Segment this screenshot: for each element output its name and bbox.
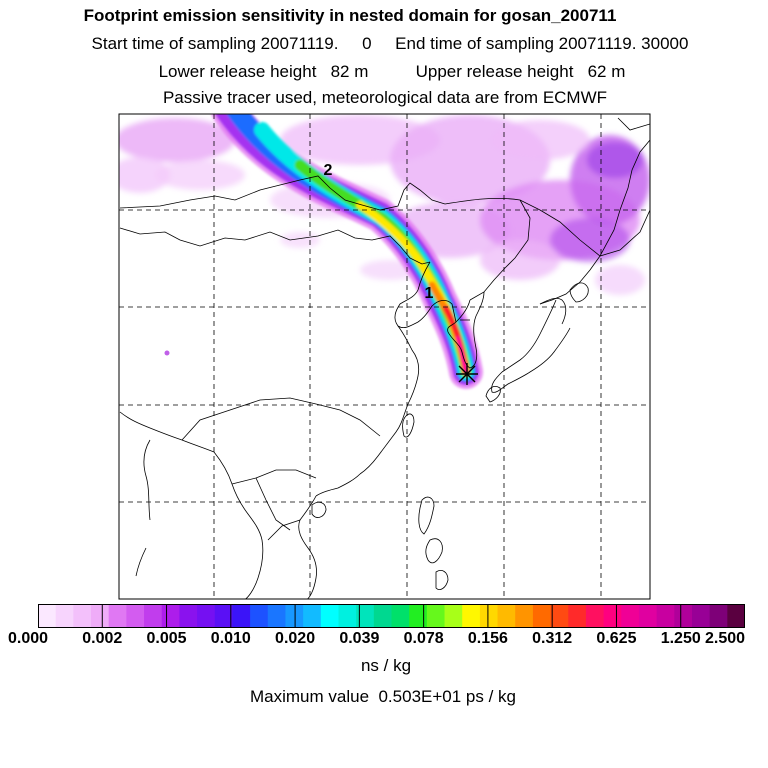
colorbar-swatch <box>285 604 304 628</box>
colorbar-swatch <box>444 604 463 628</box>
colorbar-swatch <box>144 604 163 628</box>
tracer-info: Passive tracer used, meteorological data… <box>162 88 608 107</box>
colorbar-units: ns / kg <box>360 656 412 675</box>
colorbar-swatch <box>38 604 57 628</box>
colorbar-swatch <box>179 604 198 628</box>
colorbar-tick-label: 0.010 <box>210 630 251 647</box>
isolated-sensitivity-spot <box>164 350 170 356</box>
colorbar-swatch <box>126 604 145 628</box>
maximum-value: Maximum value 0.503E+01 ps / kg <box>250 687 516 706</box>
colorbar-swatch <box>391 604 410 628</box>
colorbar-swatch <box>638 604 658 628</box>
colorbar-tick-label: 0.020 <box>275 630 316 647</box>
colorbar-swatch <box>55 604 74 628</box>
colorbar-swatch <box>532 604 552 628</box>
colorbar-swatch <box>479 604 499 628</box>
colorbar-swatch <box>727 604 745 628</box>
colorbar-swatch <box>674 604 693 628</box>
colorbar-frame <box>38 604 745 628</box>
colorbar-swatch <box>426 604 446 628</box>
colorbar-swatch <box>585 604 605 628</box>
trajectory-marker-2: 2 <box>324 162 333 179</box>
lat-lon-grid <box>119 114 650 599</box>
colorbar-swatch <box>108 604 127 628</box>
colorbar-swatch <box>568 604 587 628</box>
colorbar-swatch <box>320 604 340 628</box>
colorbar-swatch <box>303 604 322 628</box>
colorbar-tick-label: 0.005 <box>146 630 187 647</box>
colorbar-swatch <box>197 604 216 628</box>
colorbar-swatch <box>232 604 251 628</box>
asterisk-icon <box>456 363 478 385</box>
colorbar-tick-label: 0.156 <box>467 630 508 647</box>
colorbar-swatch <box>338 604 357 628</box>
colorbar-swatch <box>691 604 711 628</box>
colorbar-tick-label: 0.625 <box>596 630 637 647</box>
colorbar-tick-label: 0.000 <box>7 630 49 647</box>
colorbar-tick-label: 0.078 <box>403 630 444 647</box>
colorbar-swatch <box>603 604 622 628</box>
map-frame <box>118 113 651 600</box>
colorbar-swatch <box>621 604 640 628</box>
colorbar-swatch <box>709 604 728 628</box>
colorbar-tick-label: 1.250 <box>660 630 701 647</box>
colorbar-tick-label: 0.312 <box>532 630 573 647</box>
colorbar-swatch <box>515 604 534 628</box>
colorbar-tick-label: 0.039 <box>339 630 380 647</box>
colorbar-swatch <box>214 604 234 628</box>
colorbar-swatch <box>373 604 393 628</box>
colorbar-swatch <box>656 604 675 628</box>
colorbar <box>38 604 745 628</box>
colorbar-swatch <box>267 604 287 628</box>
colorbar-swatch <box>462 604 481 628</box>
sampling-time-info: Start time of sampling 20071119. 0 End t… <box>91 34 689 53</box>
colorbar-swatch <box>91 604 110 628</box>
colorbar-swatch <box>409 604 428 628</box>
colorbar-tick-label: 0.002 <box>82 630 123 647</box>
colorbar-swatch <box>356 604 375 628</box>
colorbar-swatch <box>550 604 569 628</box>
colorbar-swatch <box>73 604 92 628</box>
colorbar-swatch <box>250 604 269 628</box>
colorbar-swatch <box>497 604 516 628</box>
coastlines <box>119 117 650 599</box>
colorbar-swatch <box>161 604 181 628</box>
map-title: Footprint emission sensitivity in nested… <box>83 6 617 25</box>
colorbar-tick-label: 2.500 <box>704 630 746 647</box>
plume <box>211 114 483 389</box>
trajectory-marker-1: 1 <box>425 285 434 302</box>
release-height-info: Lower release height 82 m Upper release … <box>158 62 626 81</box>
